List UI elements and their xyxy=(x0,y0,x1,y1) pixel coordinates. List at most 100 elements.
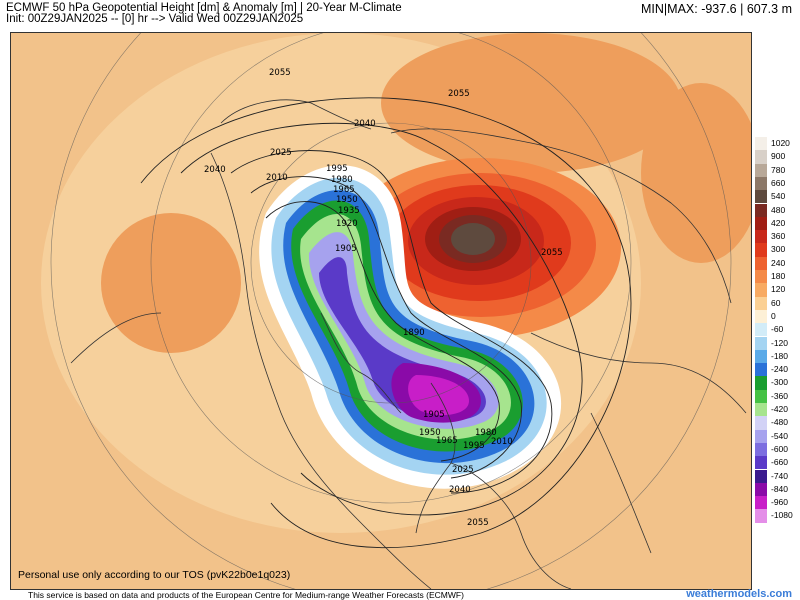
legend-swatch xyxy=(755,176,767,191)
contour-label: 1950 xyxy=(419,428,441,438)
contour-label: 2025 xyxy=(452,465,474,475)
anomaly-color-legend: 1020 900 780 660 540 480 420 360 300 240 180 120 60 0… xyxy=(752,137,800,523)
legend-swatch xyxy=(755,256,767,270)
legend-swatch xyxy=(755,442,767,457)
legend-label: 1020 xyxy=(771,138,790,148)
legend-swatch xyxy=(755,190,767,204)
legend-swatch xyxy=(755,137,767,151)
legend-entry: -120 xyxy=(752,336,800,350)
legend-label: -480 xyxy=(771,417,789,428)
legend-entry: 1020 xyxy=(752,137,800,151)
legend-entry: -240 xyxy=(752,363,800,377)
contour-label: 1980 xyxy=(331,175,353,185)
positive-anomaly-center xyxy=(341,158,621,338)
legend-entry: -300 xyxy=(752,376,800,390)
legend-label: -240 xyxy=(771,364,789,375)
contour-label: 2040 xyxy=(449,485,471,495)
anomaly-zone-pacific-warm xyxy=(101,213,241,353)
contour-label: 2040 xyxy=(354,119,376,129)
legend-label: 420 xyxy=(771,217,786,228)
legend-swatch xyxy=(755,230,767,244)
legend-swatch xyxy=(755,270,767,284)
legend-entry: -480 xyxy=(752,416,800,430)
legend-swatch xyxy=(755,389,767,403)
legend-label: 120 xyxy=(771,284,786,295)
contour-label: 2025 xyxy=(270,148,292,158)
contour-label: 1965 xyxy=(436,436,458,446)
legend-swatch xyxy=(755,216,767,231)
legend-entry: 780 xyxy=(752,163,800,177)
legend-entry: -960 xyxy=(752,496,800,510)
legend-label: 780 xyxy=(771,164,786,175)
legend-entry: 180 xyxy=(752,270,800,284)
brand-link[interactable]: weathermodels.com xyxy=(686,588,792,600)
legend-swatch xyxy=(755,376,767,390)
contour-label: 1905 xyxy=(335,244,357,254)
legend-swatch xyxy=(755,469,767,483)
legend-label: 0 xyxy=(771,310,776,321)
legend-entry: -60 xyxy=(752,323,800,337)
anomaly-zone-east-warm xyxy=(641,83,751,263)
contour-label: 1965 xyxy=(333,185,355,195)
legend-entry: 480 xyxy=(752,203,800,217)
legend-swatch xyxy=(755,243,767,257)
legend-swatch xyxy=(755,416,767,430)
contour-label: 1890 xyxy=(403,328,425,338)
legend-swatch xyxy=(755,203,767,217)
legend-label: 480 xyxy=(771,204,786,215)
map-svg: 2055 2055 2040 2040 2025 2010 1995 1980 … xyxy=(11,33,751,589)
legend-entry: 300 xyxy=(752,243,800,257)
contour-label: 2055 xyxy=(448,89,470,99)
legend-entry: -740 xyxy=(752,469,800,483)
legend-label: -300 xyxy=(771,377,789,388)
legend-entry: -180 xyxy=(752,349,800,364)
contour-label: 2055 xyxy=(269,68,291,78)
contour-label: 1920 xyxy=(336,219,358,229)
legend-entry: -540 xyxy=(752,429,800,443)
legend-label: 900 xyxy=(771,151,786,162)
legend-entry: 0 xyxy=(752,309,800,324)
legend-entry: -600 xyxy=(752,442,800,457)
map-panel: 2055 2055 2040 2040 2025 2010 1995 1980 … xyxy=(10,32,752,590)
legend-label: -540 xyxy=(771,430,789,441)
legend-entry: 60 xyxy=(752,296,800,310)
coastlines xyxy=(70,99,747,589)
contour-label: 2040 xyxy=(204,165,226,175)
legend-entry: -1080 xyxy=(752,509,800,523)
legend-label: -740 xyxy=(771,470,789,481)
legend-label: 660 xyxy=(771,177,786,188)
min-max-readout: MIN|MAX: -937.6 | 607.3 m xyxy=(641,2,792,16)
legend-entry: -360 xyxy=(752,389,800,403)
contour-label: 1980 xyxy=(475,428,497,438)
legend-entry: -840 xyxy=(752,482,800,497)
legend-label: -60 xyxy=(771,324,784,335)
legend-entry: 420 xyxy=(752,216,800,231)
contour-label: 1995 xyxy=(463,441,485,451)
legend-swatch xyxy=(755,429,767,443)
height-contours xyxy=(140,97,632,549)
legend-swatch xyxy=(755,296,767,310)
legend-swatch xyxy=(755,482,767,497)
legend-label: -360 xyxy=(771,390,789,401)
contour-label: 1995 xyxy=(326,164,348,174)
legend-swatch xyxy=(755,363,767,377)
legend-label: -960 xyxy=(771,497,789,508)
negative-anomaly-band xyxy=(259,165,562,489)
contour-label: 2055 xyxy=(467,518,489,528)
legend-swatch xyxy=(755,403,767,417)
legend-entry: 540 xyxy=(752,190,800,204)
legend-entry: 120 xyxy=(752,283,800,297)
legend-label: -660 xyxy=(771,457,789,468)
legend-swatch xyxy=(755,150,767,164)
legend-entry: 360 xyxy=(752,230,800,244)
legend-label: -120 xyxy=(771,337,789,348)
map-title: ECMWF 50 hPa Geopotential Height [dm] & … xyxy=(6,2,402,14)
contour-label: 1905 xyxy=(423,410,445,420)
data-source-notice: This service is based on data and produc… xyxy=(28,590,464,600)
contour-labels: 2055 2055 2040 2040 2025 2010 1995 1980 … xyxy=(204,68,563,528)
legend-entry: -660 xyxy=(752,456,800,470)
legend-label: -600 xyxy=(771,443,789,454)
contour-label: 2055 xyxy=(541,248,563,258)
contour-label: 1935 xyxy=(338,206,360,216)
tos-notice: Personal use only according to our TOS (… xyxy=(18,569,291,581)
